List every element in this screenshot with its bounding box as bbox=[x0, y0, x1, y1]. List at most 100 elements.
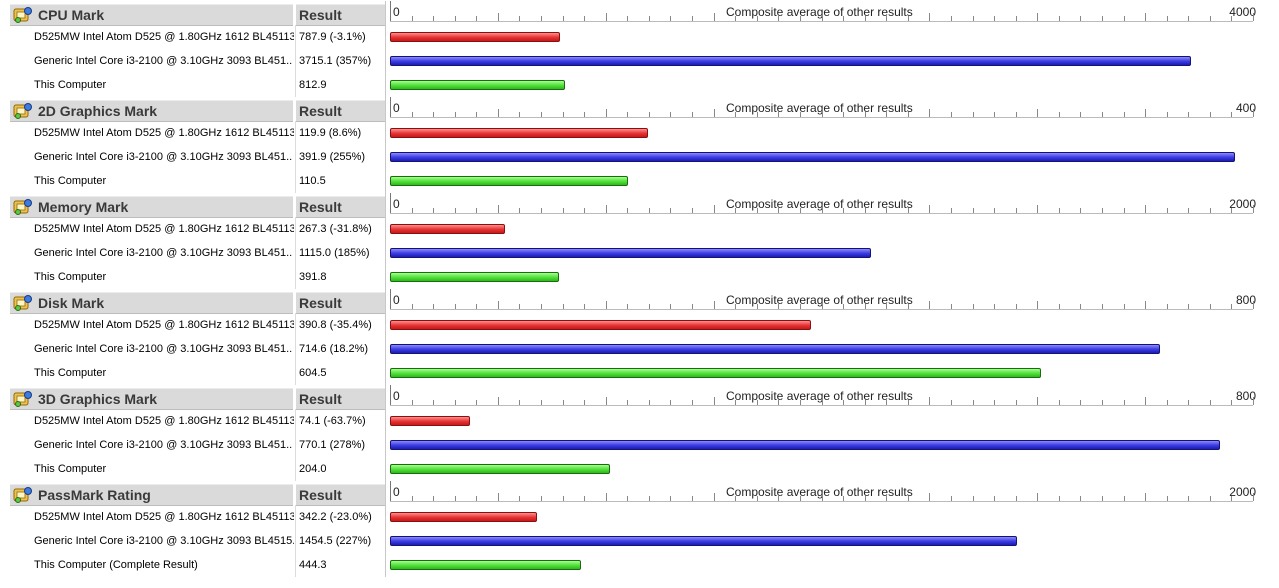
axis-tick bbox=[1231, 304, 1232, 309]
benchmark-category-icon bbox=[13, 391, 32, 407]
axis-tick bbox=[757, 400, 758, 405]
result-row[interactable]: Generic Intel Core i3-2100 @ 3.10GHz 309… bbox=[0, 49, 1279, 73]
axis-tick bbox=[757, 496, 758, 501]
result-bar bbox=[390, 224, 505, 234]
result-row[interactable]: This Computer 812.9 bbox=[0, 73, 1279, 97]
result-column-header[interactable]: Result bbox=[296, 100, 385, 122]
axis-tick bbox=[800, 208, 801, 213]
axis-origin-line bbox=[390, 481, 391, 502]
section-name-header[interactable]: CPU Mark bbox=[10, 4, 293, 26]
result-row[interactable]: This Computer 391.8 bbox=[0, 265, 1279, 289]
axis-tick bbox=[843, 16, 844, 21]
result-column-header[interactable]: Result bbox=[296, 388, 385, 410]
column-divider bbox=[295, 217, 296, 289]
axis-tick bbox=[627, 208, 628, 213]
axis-title: Composite average of other results bbox=[726, 389, 913, 403]
result-column-header[interactable]: Result bbox=[296, 196, 385, 218]
result-value: 770.1 (278%) bbox=[299, 439, 366, 451]
axis-tick bbox=[1167, 16, 1168, 21]
axis-tick bbox=[865, 112, 866, 117]
result-row[interactable]: Generic Intel Core i3-2100 @ 3.10GHz 309… bbox=[0, 145, 1279, 169]
axis-tick bbox=[476, 304, 477, 309]
result-bar bbox=[390, 464, 610, 474]
result-column-header[interactable]: Result bbox=[296, 292, 385, 314]
section-name-header[interactable]: PassMark Rating bbox=[10, 484, 293, 506]
result-column-header[interactable]: Result bbox=[296, 4, 385, 26]
axis-tick bbox=[822, 13, 823, 21]
axis-tick bbox=[1102, 400, 1103, 405]
result-row[interactable]: Generic Intel Core i3-2100 @ 3.10GHz 309… bbox=[0, 241, 1279, 265]
axis-tick bbox=[1016, 208, 1017, 213]
axis-tick bbox=[822, 397, 823, 405]
section-name-header[interactable]: 3D Graphics Mark bbox=[10, 388, 293, 410]
axis-tick bbox=[1145, 493, 1146, 501]
axis-tick bbox=[563, 208, 564, 213]
axis-tick bbox=[1102, 112, 1103, 117]
result-value: 74.1 (-63.7%) bbox=[299, 415, 366, 427]
result-row[interactable]: D525MW Intel Atom D525 @ 1.80GHz 1612 BL… bbox=[0, 409, 1279, 433]
axis-tick bbox=[1080, 304, 1081, 309]
axis-tick bbox=[541, 112, 542, 117]
system-name: D525MW Intel Atom D525 @ 1.80GHz 1612 BL… bbox=[34, 223, 294, 235]
axis-tick bbox=[584, 496, 585, 501]
axis-tick bbox=[1188, 496, 1189, 501]
axis-tick bbox=[584, 304, 585, 309]
result-row[interactable]: Generic Intel Core i3-2100 @ 3.10GHz 309… bbox=[0, 433, 1279, 457]
axis-tick bbox=[563, 496, 564, 501]
system-name: Generic Intel Core i3-2100 @ 3.10GHz 309… bbox=[34, 535, 294, 547]
section-name-header[interactable]: 2D Graphics Mark bbox=[10, 100, 293, 122]
benchmark-section: PassMark Rating Result 0 Composite average … bbox=[0, 481, 1279, 577]
result-column-header[interactable]: Result bbox=[296, 484, 385, 506]
axis-tick bbox=[973, 496, 974, 501]
axis-tick bbox=[1037, 493, 1038, 501]
result-row[interactable]: Generic Intel Core i3-2100 @ 3.10GHz 309… bbox=[0, 529, 1279, 553]
axis-tick bbox=[563, 400, 564, 405]
benchmark-category-icon bbox=[13, 295, 32, 311]
result-bar bbox=[390, 512, 537, 522]
result-row[interactable]: D525MW Intel Atom D525 @ 1.80GHz 1612 BL… bbox=[0, 217, 1279, 241]
axis-tick bbox=[994, 16, 995, 21]
axis-baseline bbox=[390, 21, 1253, 22]
axis-tick bbox=[951, 208, 952, 213]
result-row[interactable]: This Computer 110.5 bbox=[0, 169, 1279, 193]
axis-tick bbox=[433, 16, 434, 21]
axis-tick bbox=[757, 16, 758, 21]
axis-origin-line bbox=[390, 193, 391, 214]
axis-tick bbox=[476, 400, 477, 405]
axis-tick bbox=[1210, 304, 1211, 309]
result-bar bbox=[390, 176, 628, 186]
result-row[interactable]: D525MW Intel Atom D525 @ 1.80GHz 1612 BL… bbox=[0, 505, 1279, 529]
section-name-header[interactable]: Disk Mark bbox=[10, 292, 293, 314]
axis-tick bbox=[843, 400, 844, 405]
result-row[interactable]: This Computer 204.0 bbox=[0, 457, 1279, 481]
result-value: 1454.5 (227%) bbox=[299, 535, 372, 547]
axis-tick bbox=[994, 304, 995, 309]
result-row[interactable]: This Computer 604.5 bbox=[0, 361, 1279, 385]
axis-tick bbox=[1253, 397, 1254, 405]
axis-tick bbox=[1253, 301, 1254, 309]
axis-tick bbox=[714, 493, 715, 501]
section-name-header[interactable]: Memory Mark bbox=[10, 196, 293, 218]
result-row[interactable]: D525MW Intel Atom D525 @ 1.80GHz 1612 BL… bbox=[0, 121, 1279, 145]
axis-tick bbox=[433, 304, 434, 309]
axis-tick bbox=[670, 16, 671, 21]
axis-tick bbox=[649, 208, 650, 213]
axis-tick bbox=[692, 496, 693, 501]
result-row[interactable]: D525MW Intel Atom D525 @ 1.80GHz 1612 BL… bbox=[0, 25, 1279, 49]
benchmark-section: 3D Graphics Mark Result 0 Composite average… bbox=[0, 385, 1279, 481]
result-row[interactable]: This Computer (Complete Result) 444.3 bbox=[0, 553, 1279, 577]
result-row[interactable]: Generic Intel Core i3-2100 @ 3.10GHz 309… bbox=[0, 337, 1279, 361]
result-row[interactable]: D525MW Intel Atom D525 @ 1.80GHz 1612 BL… bbox=[0, 313, 1279, 337]
axis-min-label: 0 bbox=[393, 5, 400, 19]
axis-tick bbox=[865, 208, 866, 213]
axis-tick bbox=[929, 13, 930, 21]
section-header: CPU Mark Result bbox=[0, 1, 385, 26]
section-header: Memory Mark Result bbox=[0, 193, 385, 218]
axis-tick bbox=[1016, 304, 1017, 309]
axis-tick bbox=[843, 304, 844, 309]
result-bar bbox=[390, 56, 1191, 66]
axis-tick bbox=[1016, 16, 1017, 21]
axis-tick bbox=[800, 400, 801, 405]
axis-tick bbox=[994, 400, 995, 405]
axis-tick bbox=[973, 400, 974, 405]
